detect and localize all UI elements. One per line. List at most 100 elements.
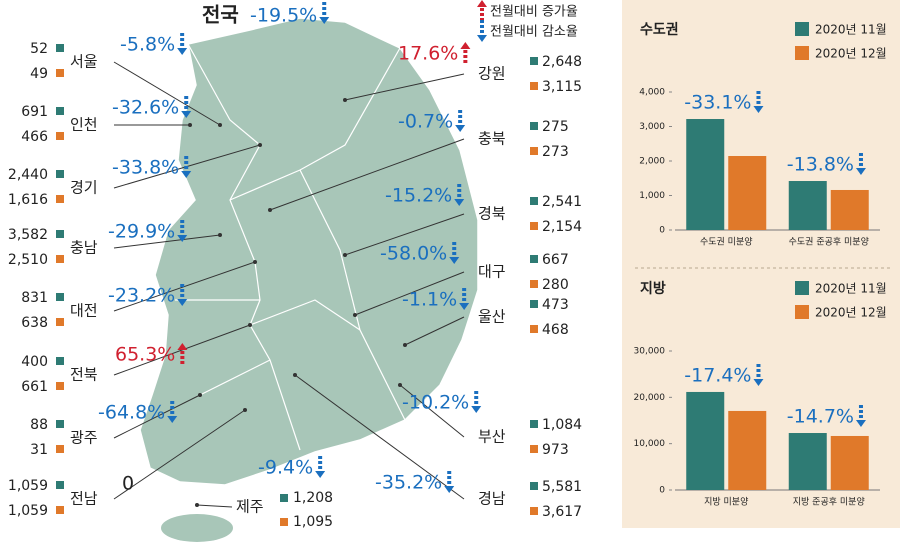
- korea-mainland: [139, 17, 479, 486]
- dec-swatch: [56, 132, 64, 140]
- bar-change: -17.4%: [684, 364, 751, 386]
- dec-value: 3,617: [542, 504, 582, 520]
- dec-value: 638: [21, 315, 48, 331]
- bar: [728, 155, 767, 230]
- nov-swatch: [56, 44, 64, 52]
- region-name: 울산: [478, 308, 506, 326]
- region-name: 전남: [70, 490, 98, 508]
- leader-line: [344, 213, 465, 256]
- nov-value: 3,582: [8, 227, 48, 243]
- dec-value: 3,115: [542, 79, 582, 95]
- region-name: 경기: [70, 179, 98, 197]
- nov-value: 2,440: [8, 167, 48, 183]
- region-change: -0.7%: [398, 111, 453, 133]
- trend-arrow: [315, 456, 326, 478]
- legend-label: 2020년 12월: [815, 306, 887, 320]
- dec-value: 1,059: [8, 503, 48, 519]
- region-change: -5.8%: [120, 34, 175, 56]
- region-change: -35.2%: [375, 472, 442, 494]
- nov-value: 52: [30, 41, 48, 57]
- trend-arrow: [444, 471, 455, 493]
- dec-swatch: [56, 255, 64, 263]
- y-tick-label: 30,000: [634, 347, 666, 357]
- nov-value: 1,059: [8, 478, 48, 494]
- nov-value: 400: [21, 354, 48, 370]
- nov-swatch: [56, 293, 64, 301]
- trend-arrow: [181, 96, 192, 118]
- region-name: 충남: [70, 239, 98, 257]
- trend-arrow: [753, 91, 764, 114]
- dec-swatch: [530, 280, 538, 288]
- region-change: 65.3%: [115, 344, 175, 366]
- region-name: 경북: [478, 205, 506, 223]
- region-change: -10.2%: [402, 392, 469, 414]
- nov-swatch: [530, 482, 538, 490]
- nov-value: 667: [542, 252, 569, 268]
- region-change: 17.6%: [398, 43, 458, 65]
- nov-swatch: [56, 107, 64, 115]
- trend-arrow: [460, 42, 471, 63]
- leader-line: [399, 384, 465, 438]
- trend-arrow: [177, 33, 188, 55]
- nov-value: 2,648: [542, 54, 582, 70]
- y-tick-label: 0: [659, 226, 665, 236]
- dec-value: 31: [30, 442, 48, 458]
- bar: [728, 410, 767, 490]
- dec-swatch: [530, 222, 538, 230]
- dec-value: 49: [30, 66, 48, 82]
- nov-swatch: [56, 230, 64, 238]
- nov-value: 473: [542, 297, 569, 313]
- legend-swatch: [795, 22, 809, 36]
- trend-arrow: [454, 184, 465, 206]
- trend-arrow: [177, 220, 188, 242]
- nov-value: 275: [542, 119, 569, 135]
- bar-change: -13.8%: [787, 154, 854, 176]
- nov-swatch: [280, 494, 288, 502]
- legend-swatch: [795, 46, 809, 60]
- dec-value: 661: [21, 379, 48, 395]
- dec-value: 1,616: [8, 192, 48, 208]
- bar: [788, 433, 827, 490]
- nov-swatch: [530, 122, 538, 130]
- region-change: -23.2%: [108, 285, 175, 307]
- bar: [686, 391, 725, 490]
- dec-swatch: [56, 382, 64, 390]
- dec-swatch: [530, 445, 538, 453]
- trend-arrow: [177, 284, 188, 306]
- leader-line: [113, 261, 256, 312]
- region-change: -1.1%: [402, 289, 457, 311]
- nov-swatch: [56, 357, 64, 365]
- region-change: -64.8%: [98, 402, 165, 424]
- dec-value: 466: [21, 129, 48, 145]
- leader-line: [113, 61, 221, 126]
- region-name: 제주: [236, 498, 264, 516]
- leader-line: [344, 73, 465, 101]
- trend-arrow: [455, 110, 466, 132]
- nov-swatch: [530, 420, 538, 428]
- bar-change: -14.7%: [787, 406, 854, 428]
- y-tick-label: 10,000: [634, 439, 666, 449]
- dec-swatch: [530, 507, 538, 515]
- leader-line: [113, 394, 201, 439]
- nov-swatch: [530, 300, 538, 308]
- leader-line: [404, 316, 465, 346]
- dec-swatch: [56, 445, 64, 453]
- dec-swatch: [280, 518, 288, 526]
- bar: [830, 189, 869, 230]
- nov-value: 2,541: [542, 194, 582, 210]
- region-name: 대구: [478, 263, 506, 281]
- leader-line: [294, 374, 465, 500]
- dec-swatch: [56, 506, 64, 514]
- dec-value: 468: [542, 322, 569, 338]
- national-change: -19.5%: [250, 5, 317, 27]
- dec-value: 973: [542, 442, 569, 458]
- x-tick-label: 수도권 미분양: [700, 236, 753, 248]
- x-tick-label: 지방 미분양: [704, 497, 748, 508]
- region-change: 0: [122, 473, 134, 495]
- dec-value: 280: [542, 277, 569, 293]
- nov-value: 1,208: [293, 490, 333, 506]
- dec-swatch: [56, 195, 64, 203]
- jeju-island: [161, 514, 233, 542]
- nov-swatch: [56, 170, 64, 178]
- dec-swatch: [530, 147, 538, 155]
